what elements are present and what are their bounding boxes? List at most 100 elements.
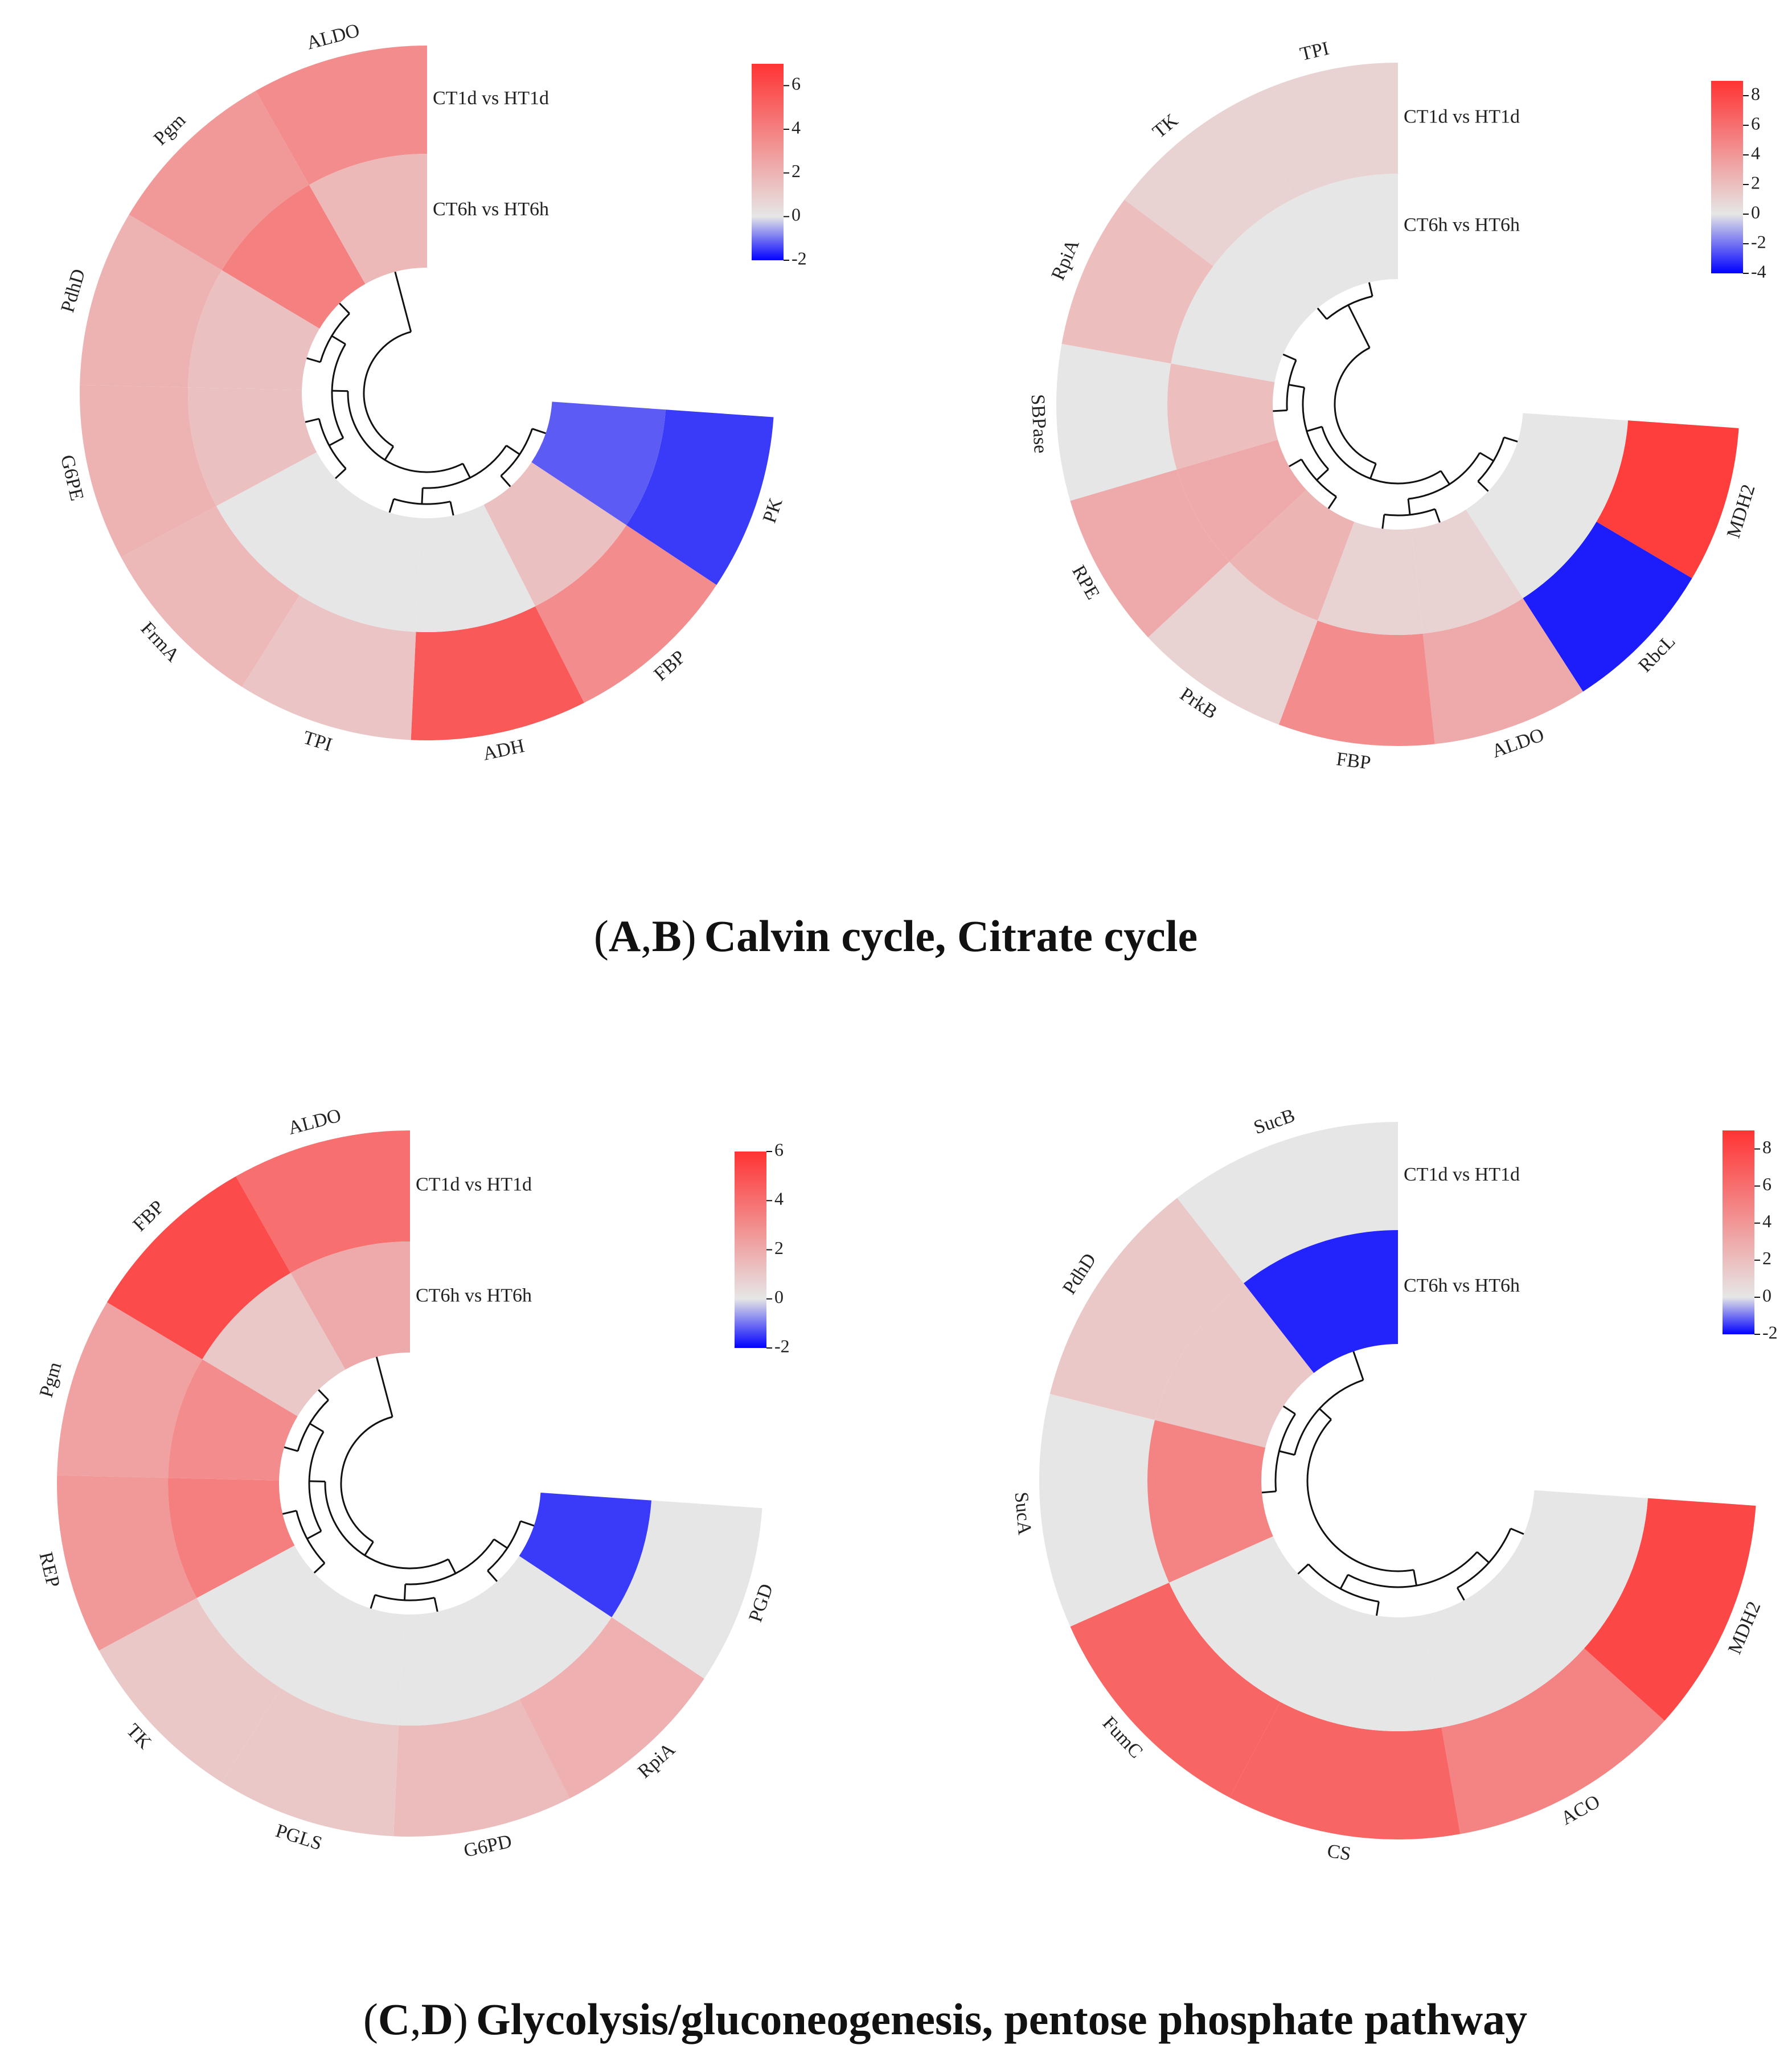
heatmap-cell <box>1294 174 1398 293</box>
ring-label: CT1d vs HT1d <box>416 1174 532 1195</box>
heatmap-cell <box>300 499 421 632</box>
gene-label: SucB <box>1251 1105 1298 1138</box>
heatmap-cell <box>1229 490 1355 621</box>
dendrogram <box>1273 282 1518 529</box>
colorbar-tick-label: 4 <box>1751 142 1760 163</box>
heatmap-cell <box>222 185 366 329</box>
ring-label: CT6h vs HT6h <box>1404 214 1520 235</box>
colorbar-tick-label: -2 <box>1762 1322 1778 1342</box>
heatmap-cell <box>1441 1648 1665 1834</box>
gene-label: FBP <box>129 1196 169 1236</box>
heatmap-cell <box>56 1475 197 1651</box>
heatmap-cell <box>469 1556 612 1700</box>
heatmap-cell <box>1177 1122 1398 1284</box>
heatmap-cell <box>519 1617 704 1798</box>
colorbar-tick-label: 2 <box>774 1238 784 1258</box>
gene-label: PK <box>759 495 787 525</box>
gene-label: PGLS <box>273 1820 325 1854</box>
gene-label: PdhD <box>57 267 89 315</box>
heatmap-cell <box>1070 469 1229 638</box>
gene-label: TK <box>122 1720 155 1753</box>
gene-label: ADH <box>481 735 527 765</box>
dendrogram <box>305 271 546 516</box>
colorbar-tick-label: -2 <box>774 1335 790 1356</box>
heatmap-cell <box>612 1500 762 1679</box>
colorbar <box>752 64 784 260</box>
colorbar-tick-label: 4 <box>774 1189 784 1209</box>
heatmap-cell <box>99 1597 281 1783</box>
heatmap-cell <box>80 214 222 388</box>
colorbar-tick-label: 6 <box>792 73 801 94</box>
heatmap-cell <box>1596 420 1739 579</box>
ring-label: CT1d vs HT1d <box>1404 106 1520 127</box>
heatmap-cell <box>1213 198 1342 330</box>
gene-label: Pgm <box>150 109 190 149</box>
heatmap-cell <box>1280 1601 1442 1731</box>
heatmap-cell <box>1422 598 1584 744</box>
heatmap-cell <box>290 1241 410 1370</box>
heatmap-cell <box>1155 1283 1314 1448</box>
heatmap-cell <box>1147 1420 1273 1583</box>
heatmap-cell <box>1499 1490 1648 1649</box>
colorbar-tick-label: 4 <box>792 117 801 137</box>
heatmap-cell <box>1167 363 1278 470</box>
ring-label: CT6h vs HT6h <box>1404 1275 1520 1296</box>
heatmap-cell <box>626 409 774 585</box>
heatmap-cell <box>411 606 584 740</box>
heatmap-cell <box>1317 522 1423 635</box>
panel-b-circular-heatmap: MDH2RbcLALDOFBPPrkBRPESBPaseRpiATKTPICT1… <box>1027 38 1766 774</box>
heatmap-cell <box>187 387 317 506</box>
heatmap-cell <box>1070 1582 1281 1798</box>
colorbar-tick-label: 2 <box>792 161 801 181</box>
heatmap-cell <box>531 401 666 526</box>
heatmap-cell <box>1278 620 1435 746</box>
heatmap-cell <box>1124 99 1295 267</box>
colorbar-tick-label: 6 <box>1762 1174 1772 1194</box>
heatmap-cell <box>256 46 427 185</box>
heatmap-cell <box>168 1478 295 1598</box>
heatmap-cell <box>121 506 300 687</box>
ring-label: CT1d vs HT1d <box>433 88 549 109</box>
gene-label: TK <box>1149 110 1182 143</box>
colorbar-tick-label: -2 <box>1751 231 1766 252</box>
colorbar-tick-label: -4 <box>1751 261 1766 281</box>
colorbar <box>1723 1130 1754 1334</box>
heatmap-cell <box>519 1493 651 1617</box>
dendrogram <box>282 1357 535 1612</box>
heatmap-cell <box>1411 509 1523 634</box>
dendrogram <box>1261 1351 1524 1616</box>
colorbar-tick-label: 6 <box>774 1139 784 1159</box>
heatmap-cell <box>1584 1498 1756 1721</box>
heatmap-cell <box>1039 1394 1170 1627</box>
heatmap-cell <box>129 91 309 271</box>
heatmap-cell <box>1148 562 1318 725</box>
colorbar-tick-label: 0 <box>1751 202 1760 222</box>
heatmap-cell <box>1506 413 1629 522</box>
caption-bottom: (C,D) Glycolysis/gluconeogenesis, pentose… <box>363 1994 1527 2044</box>
heatmap-cell <box>1421 1572 1584 1728</box>
heatmap-cell <box>57 1302 203 1478</box>
gene-label: RpiA <box>1047 236 1083 284</box>
heatmap-cell <box>168 1359 298 1481</box>
heatmap-cell <box>281 1594 404 1726</box>
colorbar <box>735 1152 766 1348</box>
heatmap-cell <box>309 154 427 284</box>
colorbar-tick-label: 4 <box>1762 1211 1772 1231</box>
heatmap-cell <box>216 452 360 596</box>
colorbar-tick-label: 0 <box>1762 1285 1772 1305</box>
heatmap-cell <box>416 505 535 632</box>
gene-label: TPI <box>301 727 335 756</box>
heatmap-cell <box>188 270 320 390</box>
gene-label: G6PE <box>56 453 88 503</box>
ring-label: CT1d vs HT1d <box>1404 1164 1520 1185</box>
heatmap-cell <box>483 462 627 607</box>
gene-label: TPI <box>1298 38 1331 65</box>
heatmap-cell <box>1171 266 1298 383</box>
heatmap-cell <box>1229 1702 1461 1840</box>
ring-label: CT6h vs HT6h <box>433 199 549 220</box>
colorbar-tick-label: 8 <box>1762 1137 1772 1157</box>
